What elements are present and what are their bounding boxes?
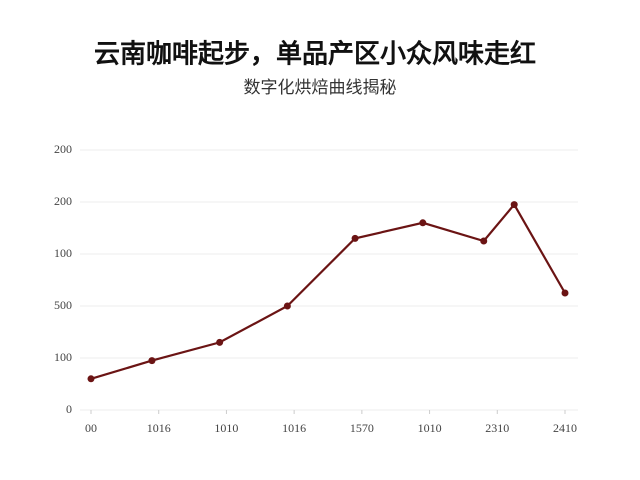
x-tick-label: 00 <box>85 421 97 435</box>
x-tick-label: 1010 <box>214 421 238 435</box>
x-tick-label: 1016 <box>282 421 306 435</box>
point <box>87 375 95 383</box>
point <box>216 338 224 346</box>
y-tick-label: 200 <box>54 142 72 156</box>
x-tick-label: 2410 <box>553 421 577 435</box>
point <box>480 237 488 245</box>
x-tick-label: 2310 <box>485 421 509 435</box>
y-tick-label: 100 <box>54 350 72 364</box>
point <box>510 201 518 209</box>
point <box>148 357 156 365</box>
chart-title: 云南咖啡起步，单品产区小众风味走红 <box>94 39 536 70</box>
y-tick-label: 0 <box>66 402 72 416</box>
line <box>90 202 566 380</box>
x-tick-label: 1010 <box>418 421 442 435</box>
chart-subtitle: 数字化烘焙曲线揭秘 <box>244 78 397 98</box>
point <box>283 302 291 310</box>
y-tick-label: 200 <box>54 194 72 208</box>
y-tick-label: 500 <box>54 298 72 312</box>
point <box>419 219 427 227</box>
point <box>561 289 569 297</box>
y-tick-label: 100 <box>54 246 72 260</box>
x-tick-label: 1016 <box>147 421 171 435</box>
x-tick-label: 1570 <box>350 421 374 435</box>
point <box>351 234 359 242</box>
